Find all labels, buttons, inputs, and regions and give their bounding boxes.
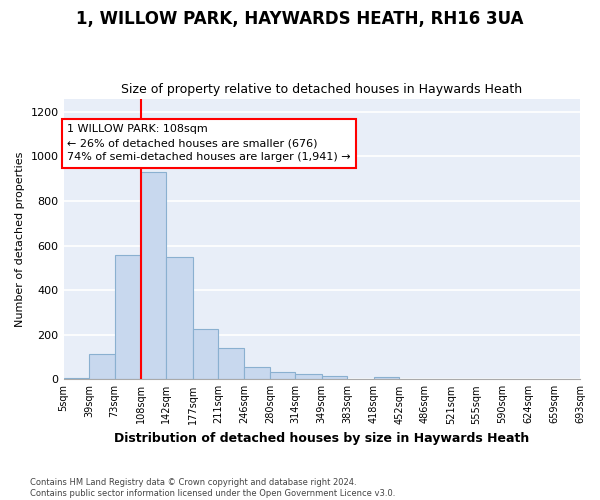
Bar xyxy=(89,354,115,380)
Bar xyxy=(141,172,166,380)
Bar xyxy=(193,329,218,380)
Text: Contains HM Land Registry data © Crown copyright and database right 2024.
Contai: Contains HM Land Registry data © Crown c… xyxy=(30,478,395,498)
Bar xyxy=(64,378,89,380)
Title: Size of property relative to detached houses in Haywards Heath: Size of property relative to detached ho… xyxy=(121,83,523,96)
Text: 1, WILLOW PARK, HAYWARDS HEATH, RH16 3UA: 1, WILLOW PARK, HAYWARDS HEATH, RH16 3UA xyxy=(76,10,524,28)
Bar xyxy=(270,372,295,380)
Bar xyxy=(374,377,399,380)
Y-axis label: Number of detached properties: Number of detached properties xyxy=(15,151,25,326)
Bar xyxy=(295,374,322,380)
X-axis label: Distribution of detached houses by size in Haywards Heath: Distribution of detached houses by size … xyxy=(114,432,529,445)
Bar xyxy=(166,257,193,380)
Bar xyxy=(115,256,141,380)
Bar xyxy=(244,366,270,380)
Bar xyxy=(322,376,347,380)
Bar xyxy=(218,348,244,380)
Text: 1 WILLOW PARK: 108sqm
← 26% of detached houses are smaller (676)
74% of semi-det: 1 WILLOW PARK: 108sqm ← 26% of detached … xyxy=(67,124,351,162)
